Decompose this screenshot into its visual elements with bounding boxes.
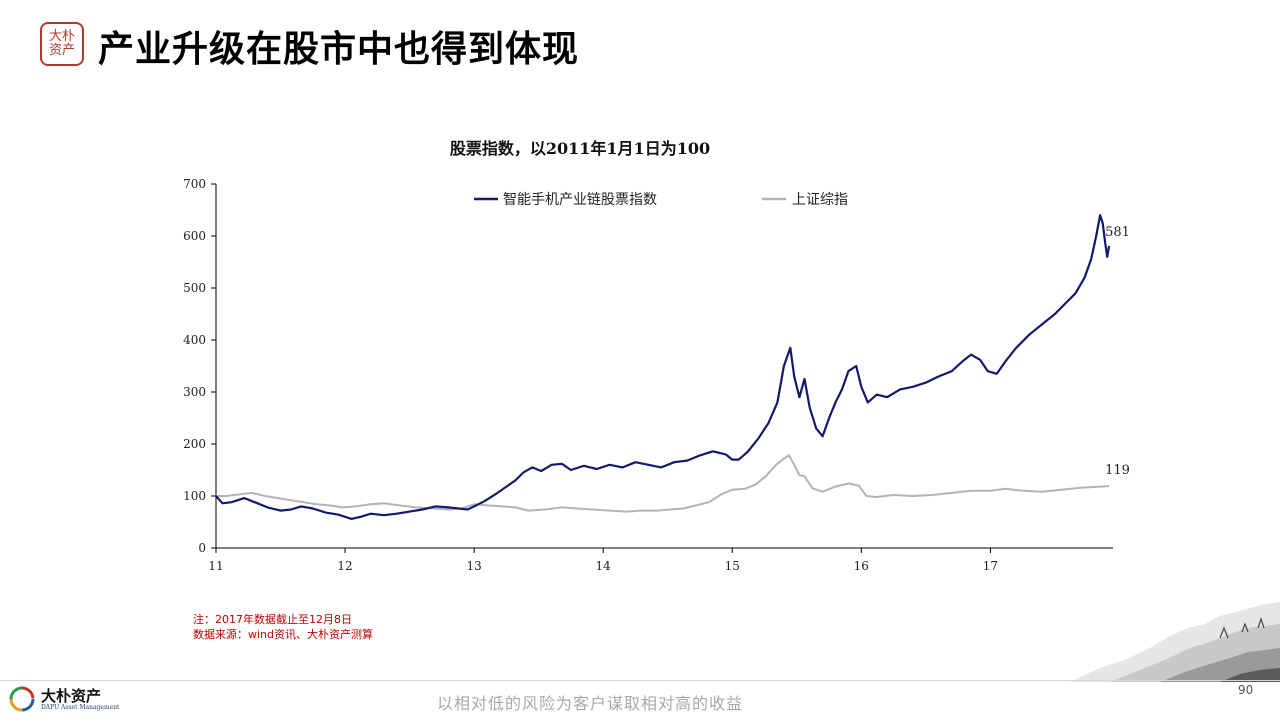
chart-title: 股票指数，以2011年1月1日为100 [449, 139, 711, 158]
end-label-shanghai-composite: 119 [1105, 463, 1130, 478]
y-tick-label: 200 [183, 437, 206, 451]
x-tick-label: 15 [725, 559, 740, 573]
y-tick-label: 400 [183, 333, 206, 347]
y-tick-label: 600 [183, 229, 206, 243]
y-tick-label: 0 [198, 541, 206, 555]
ink-landscape-decoration [1070, 602, 1280, 682]
x-tick-label: 11 [208, 559, 223, 573]
footer-divider [0, 680, 1280, 681]
series-line-smartphone-index [215, 214, 1111, 520]
x-tick-label: 16 [854, 559, 869, 573]
end-label-smartphone-index: 581 [1105, 225, 1130, 240]
brand-ring-icon [9, 686, 35, 712]
y-tick-label: 300 [183, 385, 206, 399]
y-tick-label: 100 [183, 489, 206, 503]
legend-shanghai-composite-label: 上证综指 [792, 192, 848, 208]
footnote-date-note: 注：2017年数据截止至12月8日 [193, 613, 352, 626]
series-line-shanghai-composite [216, 454, 1110, 513]
page-title: 产业升级在股市中也得到体现 [98, 29, 580, 70]
footer-slogan: 以相对低的风险为客户谋取相对高的收益 [436, 694, 743, 713]
brand-name: 大朴资产 [41, 687, 102, 705]
footnote-source: 数据来源：wind资讯、大朴资产测算 [193, 628, 374, 641]
x-tick-label: 14 [596, 559, 612, 573]
x-tick-label: 12 [337, 559, 352, 573]
y-tick-label: 500 [183, 281, 206, 295]
y-tick-label: 700 [183, 177, 206, 191]
x-tick-label: 13 [466, 559, 481, 573]
x-tick-label: 17 [983, 559, 998, 573]
line-chart: 0 100 200 300 400 500 600 700 11 12 13 14 15 16 17 119 5… [183, 177, 1130, 573]
seal-logo: 大朴资产 [40, 22, 84, 66]
page-number: 90 [1238, 683, 1254, 697]
seal-logo-text: 大朴资产 [48, 29, 75, 58]
brand-subtitle: DAPU Asset Management [41, 704, 120, 711]
footnote: 注：2017年数据截止至12月8日 数据来源：wind资讯、大朴资产测算 [193, 612, 373, 642]
legend-smartphone-index-label: 智能手机产业链股票指数 [503, 192, 657, 208]
